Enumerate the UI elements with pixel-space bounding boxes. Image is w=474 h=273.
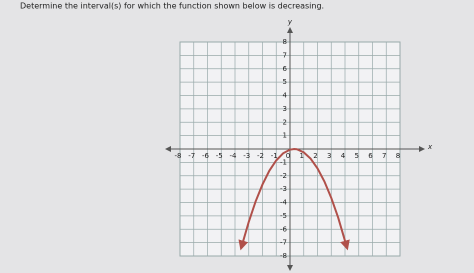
y-tick-label: -6 — [280, 225, 288, 233]
y-tick-label: 4 — [283, 92, 288, 100]
y-tick-label: -2 — [280, 172, 287, 180]
y-axis-label: y — [287, 18, 293, 26]
x-tick-label: -5 — [216, 152, 223, 160]
y-tick-label: -1 — [280, 158, 287, 166]
x-tick-label: 3 — [327, 152, 331, 160]
curve — [238, 147, 350, 251]
x-axis-label: x — [427, 143, 433, 151]
y-tick-label: 5 — [283, 78, 287, 86]
x-tick-label: 6 — [368, 152, 373, 160]
y-tick-label: -3 — [280, 185, 287, 193]
x-tick-label: 7 — [382, 152, 386, 160]
x-tick-label: 5 — [355, 152, 359, 160]
y-tick-label: 7 — [283, 51, 287, 59]
y-tick-label: -7 — [280, 239, 287, 247]
y-tick-label: 2 — [283, 118, 287, 126]
x-tick-label: -8 — [175, 152, 182, 160]
x-tick-label: -6 — [202, 152, 210, 160]
x-tick-label: -2 — [257, 152, 264, 160]
y-tick-label: 6 — [283, 65, 288, 73]
y-tick-label: 8 — [283, 38, 287, 46]
y-tick-label: 3 — [283, 105, 287, 113]
y-tick-label: -5 — [280, 212, 287, 220]
y-tick-label: -8 — [280, 252, 287, 260]
x-tick-label: 2 — [313, 152, 317, 160]
x-tick-label: -3 — [243, 152, 250, 160]
x-tick-label: -4 — [230, 152, 238, 160]
x-tick-label: 1 — [300, 152, 304, 160]
chart-title: Determine the interval(s) for which the … — [20, 2, 324, 11]
x-tick-label: 4 — [341, 152, 346, 160]
y-tick-label: -4 — [280, 199, 288, 207]
y-tick-label: 1 — [283, 132, 287, 140]
x-tick-label: 8 — [396, 152, 400, 160]
x-tick-label: -1 — [271, 152, 278, 160]
x-tick-label: -7 — [188, 152, 195, 160]
